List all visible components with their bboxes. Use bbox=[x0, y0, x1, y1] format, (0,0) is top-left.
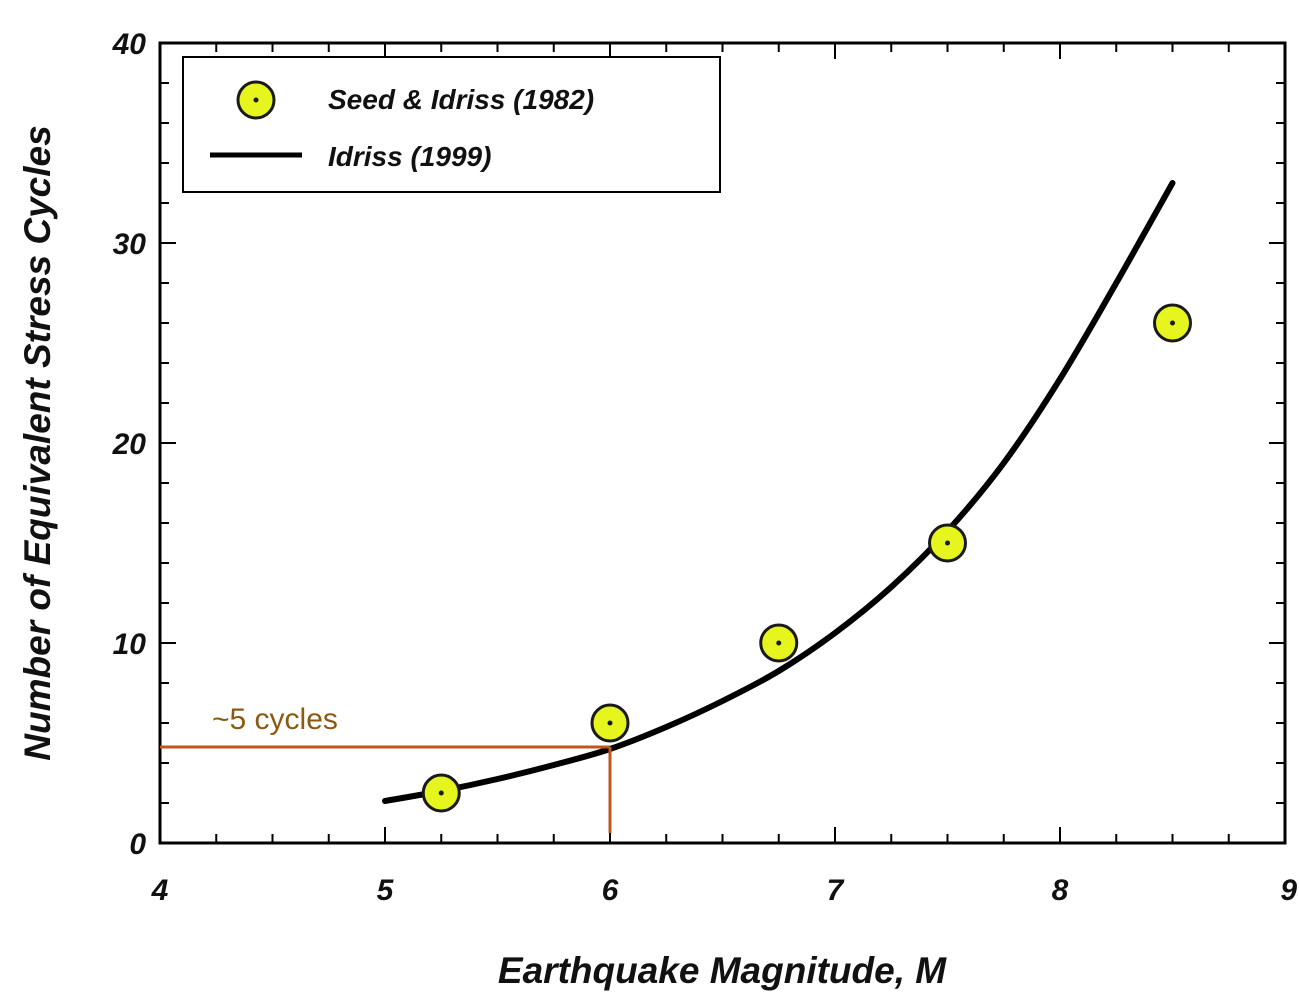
y-tick-label: 0 bbox=[129, 828, 146, 861]
x-tick-label: 9 bbox=[1280, 874, 1297, 907]
data-point-center bbox=[439, 791, 444, 796]
annotation-label: ~5 cycles bbox=[212, 703, 338, 736]
x-tick-label: 5 bbox=[377, 874, 395, 907]
y-tick-label: 40 bbox=[112, 28, 147, 61]
data-point-center bbox=[776, 641, 781, 646]
data-point-center bbox=[1170, 321, 1175, 326]
legend: Seed & Idriss (1982) Idriss (1999) bbox=[183, 57, 720, 192]
x-tick-label: 7 bbox=[827, 874, 845, 907]
y-tick-label: 30 bbox=[113, 228, 147, 261]
data-point-center bbox=[608, 721, 613, 726]
data-point-center bbox=[945, 541, 950, 546]
seed-idriss-1982-points bbox=[423, 305, 1190, 811]
legend-label-seed-idriss: Seed & Idriss (1982) bbox=[328, 84, 594, 115]
idriss-1999-curve bbox=[385, 183, 1173, 801]
y-tick-label: 10 bbox=[113, 628, 147, 661]
y-axis-title: Number of Equivalent Stress Cycles bbox=[17, 125, 58, 760]
legend-marker-point-center bbox=[254, 98, 259, 103]
x-axis-title: Earthquake Magnitude, M bbox=[498, 950, 947, 991]
x-tick-label: 4 bbox=[151, 874, 169, 907]
legend-marker bbox=[238, 82, 274, 118]
legend-label-idriss: Idriss (1999) bbox=[328, 141, 491, 172]
y-tick-label: 20 bbox=[112, 428, 147, 461]
x-tick-label: 6 bbox=[602, 874, 619, 907]
idriss-1999-line bbox=[385, 183, 1173, 801]
x-tick-label: 8 bbox=[1052, 874, 1069, 907]
